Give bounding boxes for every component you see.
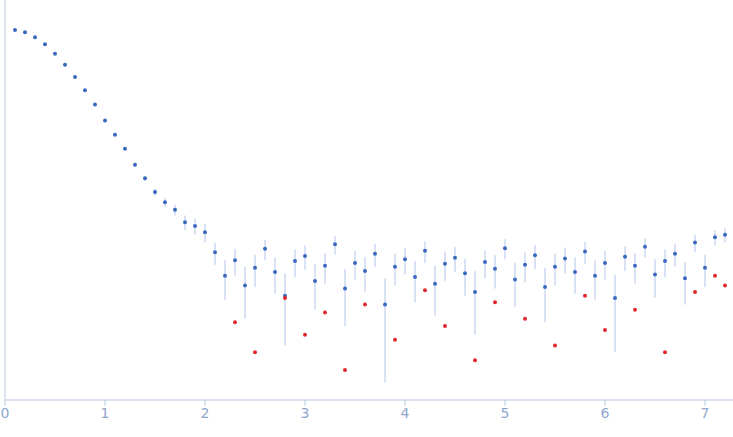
svg-text:4: 4 <box>401 405 410 421</box>
svg-text:5: 5 <box>501 405 510 421</box>
svg-text:1: 1 <box>101 405 110 421</box>
svg-text:7: 7 <box>701 405 710 421</box>
svg-text:0: 0 <box>8 405 9 421</box>
svg-text:2: 2 <box>201 405 210 421</box>
svg-text:6: 6 <box>601 405 610 421</box>
svg-text:3: 3 <box>301 405 310 421</box>
